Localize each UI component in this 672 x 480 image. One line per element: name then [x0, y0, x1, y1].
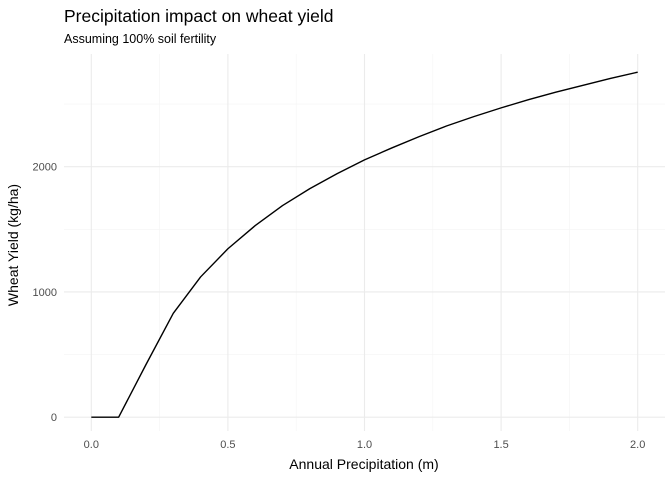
x-axis-title: Annual Precipitation (m)	[289, 456, 438, 472]
yield-line	[91, 71, 638, 418]
chart-subtitle: Assuming 100% soil fertility	[64, 32, 217, 46]
x-tick-label: 1.5	[493, 439, 508, 451]
y-axis-title: Wheat Yield (kg/ha)	[5, 184, 21, 306]
x-tick-label: 0.5	[220, 439, 235, 451]
y-tick-label: 1000	[33, 287, 57, 299]
x-tick-label: 1.0	[357, 439, 372, 451]
y-tick-label: 0	[51, 412, 57, 424]
chart-title: Precipitation impact on wheat yield	[64, 6, 333, 26]
x-tick-label: 0.0	[84, 439, 99, 451]
y-axis-ticks: 0 1000 2000	[33, 162, 57, 424]
series-layer	[91, 71, 638, 418]
x-tick-label: 2.0	[630, 439, 645, 451]
x-axis-ticks: 0.0 0.5 1.0 1.5 2.0	[84, 439, 646, 451]
major-gridlines	[64, 54, 665, 431]
y-tick-label: 2000	[33, 162, 57, 174]
